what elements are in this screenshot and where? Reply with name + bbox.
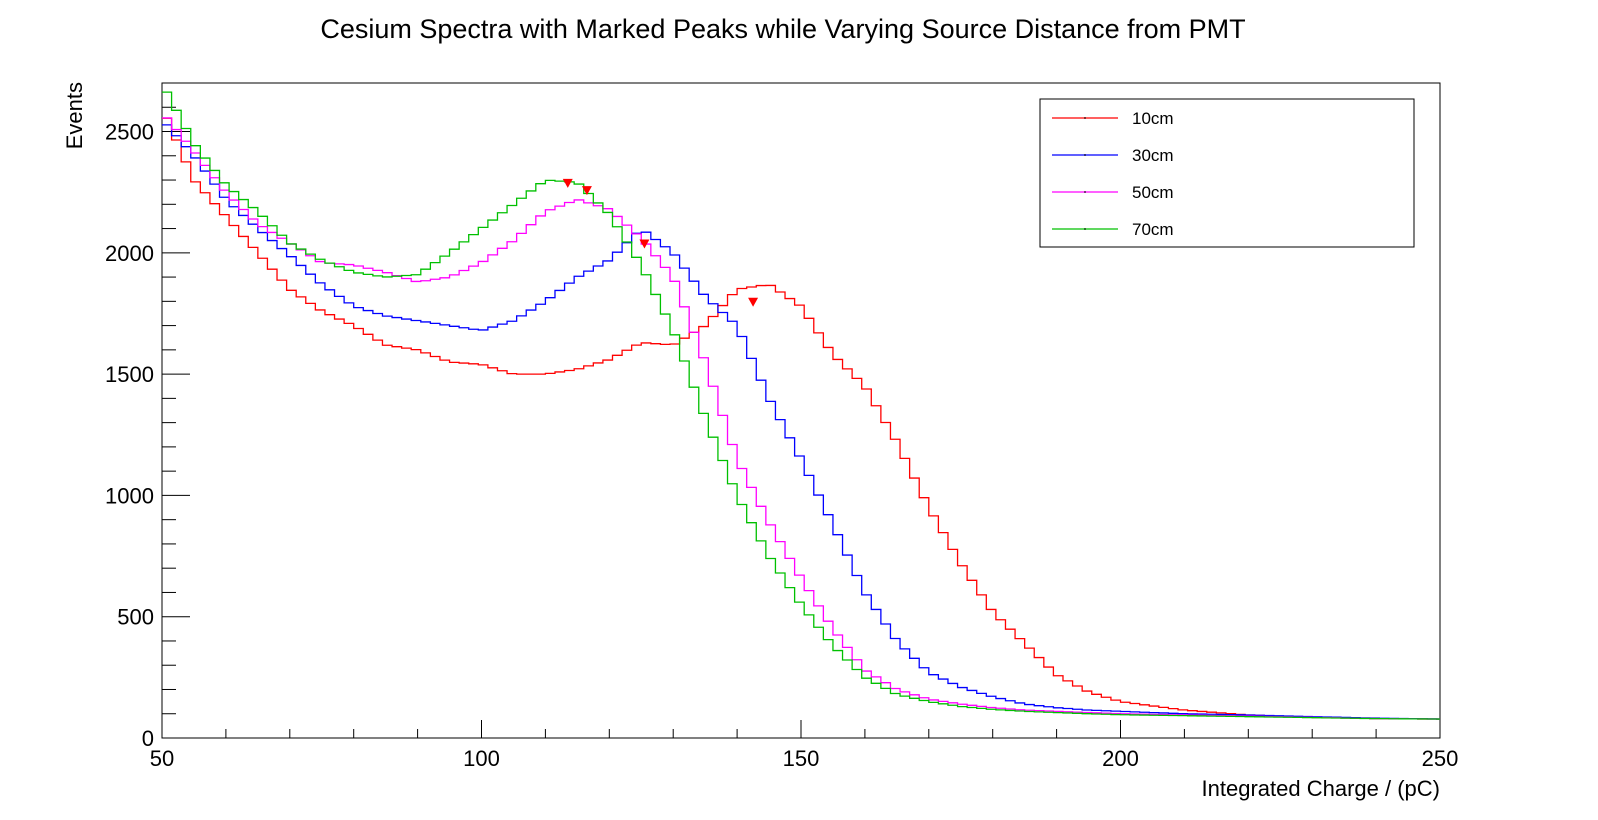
- y-tick-label: 1500: [105, 362, 154, 387]
- series-70cm-line: [162, 91, 1440, 720]
- peak-marker-30cm: [639, 239, 650, 249]
- x-tick-label: 100: [463, 746, 500, 771]
- legend-label-30cm: 30cm: [1132, 146, 1174, 165]
- legend-label-10cm: 10cm: [1132, 109, 1174, 128]
- legend-label-50cm: 50cm: [1132, 183, 1174, 202]
- y-tick-label: 1000: [105, 483, 154, 508]
- series-layer: [162, 91, 1440, 720]
- legend: 10cm 30cm 50cm 70cm: [1039, 98, 1415, 248]
- x-axis-label: Integrated Charge / (pC): [1202, 776, 1440, 801]
- x-tick-label: 150: [783, 746, 820, 771]
- x-tick-label: 250: [1422, 746, 1459, 771]
- peak-marker-70cm: [562, 178, 573, 188]
- peak-markers: [562, 178, 759, 307]
- peak-marker-10cm: [748, 297, 759, 307]
- y-tick-label: 2000: [105, 241, 154, 266]
- y-tick-label: 0: [142, 726, 154, 751]
- peak-marker-50cm: [581, 186, 592, 196]
- y-tick-label: 500: [117, 605, 154, 630]
- legend-label-70cm: 70cm: [1132, 220, 1174, 239]
- series-10cm-line: [162, 117, 1440, 720]
- y-axis-label: Events: [62, 82, 87, 149]
- x-tick-label: 200: [1102, 746, 1139, 771]
- x-tick-label: 50: [150, 746, 174, 771]
- legend-box: [1039, 98, 1415, 248]
- y-tick-label: 2500: [105, 120, 154, 145]
- chart-title: Cesium Spectra with Marked Peaks while V…: [320, 14, 1245, 44]
- series-30cm-line: [162, 124, 1440, 720]
